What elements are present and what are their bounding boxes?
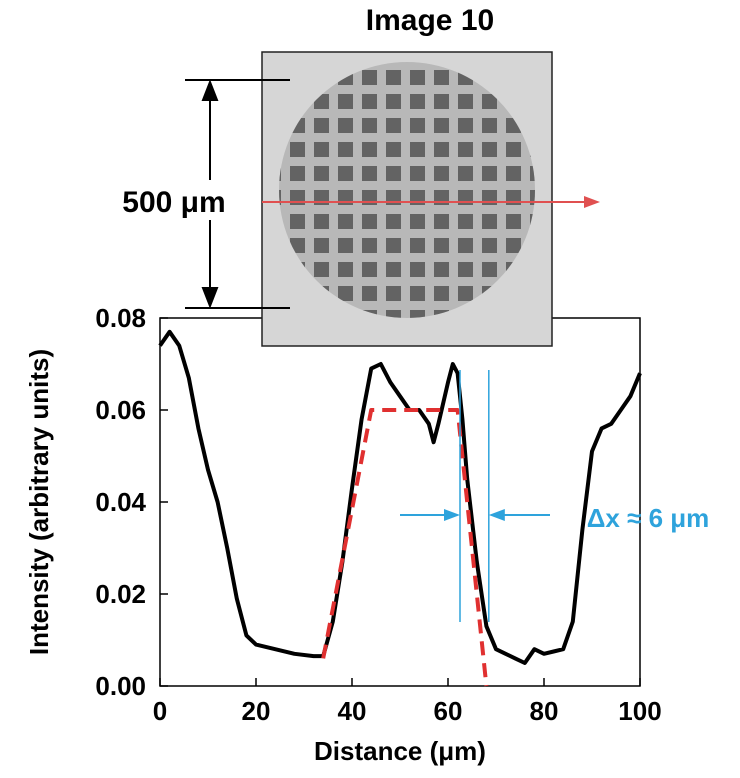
y-tick-label: 0.04 <box>95 487 146 517</box>
delta-label: Δx ≈ 6 μm <box>587 503 710 533</box>
x-tick-label: 20 <box>242 696 271 726</box>
x-tick-label: 80 <box>530 696 559 726</box>
x-tick-label: 60 <box>434 696 463 726</box>
data-line <box>160 332 640 663</box>
arrow-head <box>489 509 505 521</box>
y-tick-label: 0.06 <box>95 395 146 425</box>
y-tick-label: 0.02 <box>95 579 146 609</box>
scale-label: 500 μm <box>122 186 225 219</box>
y-tick-label: 0.00 <box>95 671 146 701</box>
inset-image <box>262 52 600 346</box>
fit-line <box>323 410 486 686</box>
x-axis-label: Distance (μm) <box>314 736 486 766</box>
plot-area: 0 20 40 60 80 100 0.00 0.02 0.04 0.06 0.08 <box>95 303 661 726</box>
chart-title: Image 10 <box>366 4 494 37</box>
chart: Image 10 Distance (μm) Intensity (arbitr… <box>0 0 740 773</box>
y-axis-label: Intensity (arbitrary units) <box>24 349 54 655</box>
arrow-head <box>444 509 460 521</box>
y-tick-label: 0.08 <box>95 303 146 333</box>
x-tick-label: 0 <box>153 696 167 726</box>
x-tick-label: 40 <box>338 696 367 726</box>
x-tick-label: 100 <box>618 696 661 726</box>
